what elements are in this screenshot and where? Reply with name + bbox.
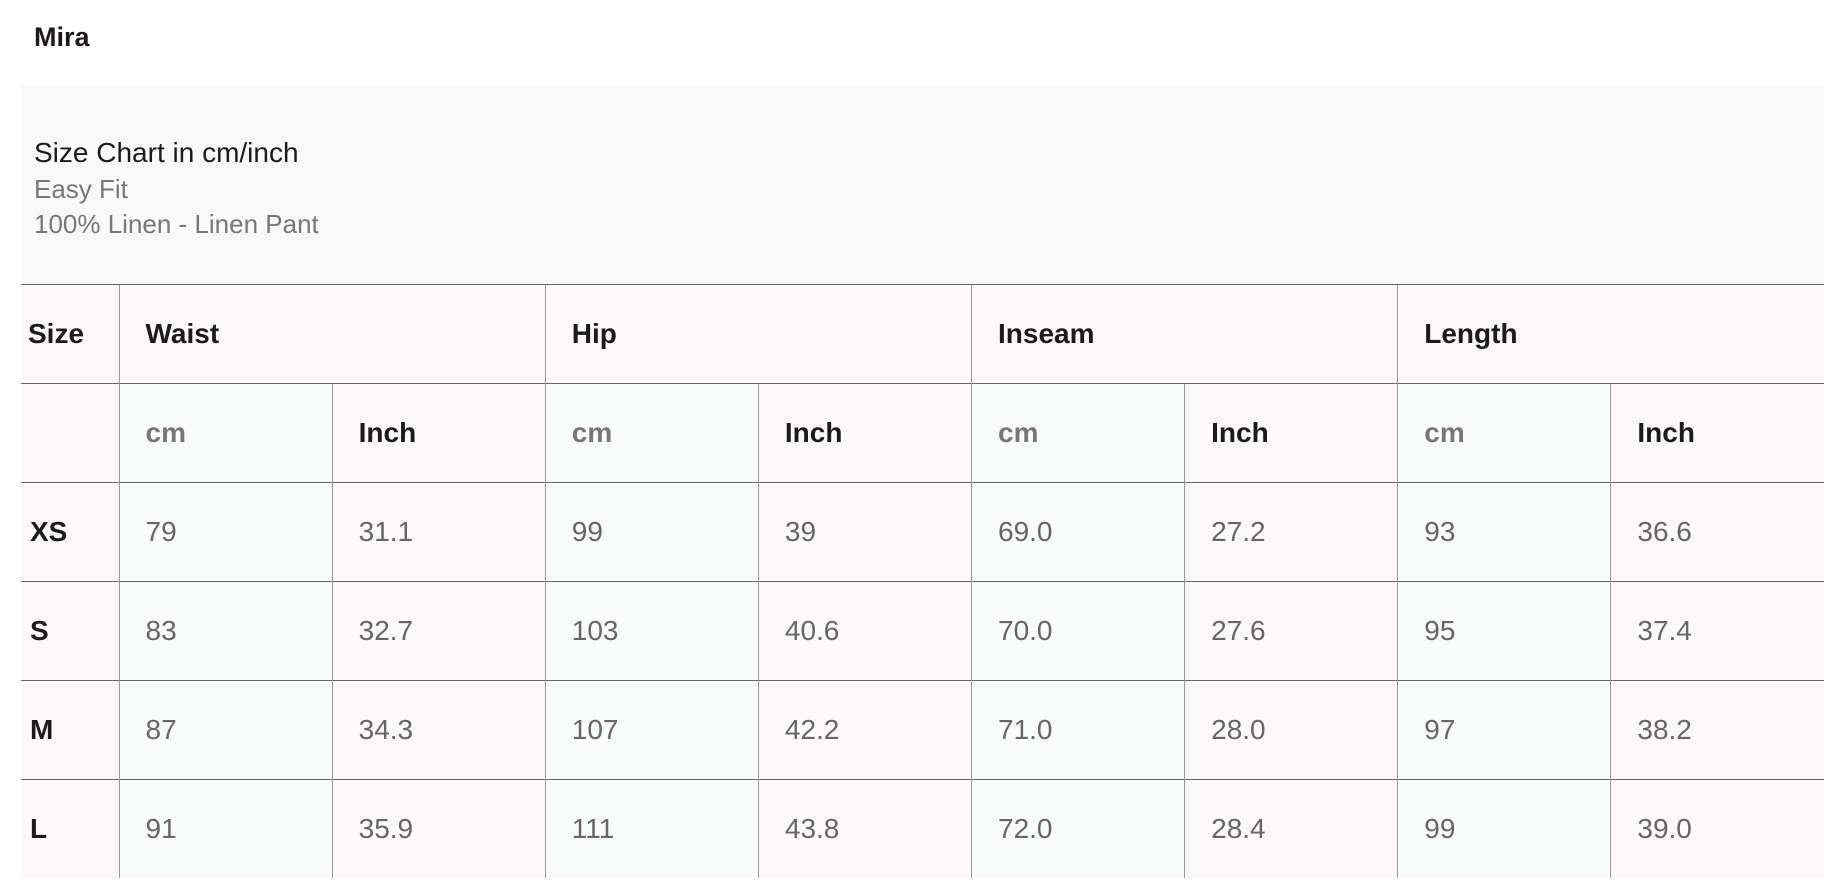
value-cell: 42.2: [757, 680, 972, 780]
value-cell: 69.0: [970, 482, 1185, 582]
value-cell: 31.1: [331, 482, 546, 582]
table-row: M 87 34.3 107 42.2 71.0 28.0 97 38.2: [21, 680, 1824, 780]
value-cell: 71.0: [970, 680, 1185, 780]
value-cell: 91: [118, 779, 333, 878]
size-chart-heading: Size Chart in cm/inch: [34, 137, 299, 168]
size-cell: M: [21, 680, 119, 780]
value-cell: 40.6: [757, 581, 972, 681]
product-title: Mira: [34, 22, 90, 52]
value-cell: 39: [757, 482, 972, 582]
value-cell: 107: [544, 680, 759, 780]
value-cell: 70.0: [970, 581, 1185, 681]
value-cell: 103: [544, 581, 759, 681]
unit-inch: Inch: [757, 383, 972, 483]
value-cell: 87: [118, 680, 333, 780]
value-cell: 28.4: [1184, 779, 1398, 878]
value-cell: 111: [544, 779, 759, 878]
fit-label: Easy Fit: [34, 174, 128, 204]
value-cell: 83: [118, 581, 333, 681]
unit-blank: [21, 383, 119, 483]
size-cell: L: [21, 779, 119, 878]
unit-cm: cm: [118, 383, 333, 483]
table-row: S 83 32.7 103 40.6 70.0 27.6 95 37.4: [21, 581, 1824, 681]
value-cell: 27.6: [1184, 581, 1398, 681]
value-cell: 43.8: [757, 779, 972, 878]
value-cell: 39.0: [1610, 779, 1824, 878]
unit-inch: Inch: [1184, 383, 1398, 483]
size-cell: XS: [21, 482, 119, 582]
table-row: XS 79 31.1 99 39 69.0 27.2 93 36.6: [21, 482, 1824, 582]
value-cell: 28.0: [1184, 680, 1398, 780]
value-cell: 72.0: [970, 779, 1185, 878]
size-cell: S: [21, 581, 119, 681]
value-cell: 97: [1397, 680, 1611, 780]
value-cell: 79: [118, 482, 333, 582]
header-length: Length: [1397, 284, 1824, 384]
header-hip: Hip: [544, 284, 972, 384]
value-cell: 34.3: [331, 680, 546, 780]
unit-cm: cm: [544, 383, 759, 483]
unit-inch: Inch: [1610, 383, 1824, 483]
table-row: L 91 35.9 111 43.8 72.0 28.4 99 39.0: [21, 779, 1824, 878]
value-cell: 27.2: [1184, 482, 1398, 582]
value-cell: 99: [544, 482, 759, 582]
size-chart-table: Size Waist Hip Inseam Length cm Inch cm Inch cm In…: [21, 284, 1824, 878]
header-row: Size Waist Hip Inseam Length: [21, 284, 1824, 384]
material-label: 100% Linen - Linen Pant: [34, 209, 319, 239]
size-chart-info: Size Chart in cm/inch Easy Fit 100% Line…: [21, 85, 1824, 284]
unit-inch: Inch: [331, 383, 546, 483]
value-cell: 37.4: [1610, 581, 1824, 681]
unit-row: cm Inch cm Inch cm Inch cm Inch: [21, 383, 1824, 483]
value-cell: 95: [1397, 581, 1611, 681]
unit-cm: cm: [1397, 383, 1611, 483]
header-waist: Waist: [118, 284, 546, 384]
value-cell: 93: [1397, 482, 1611, 582]
size-header: Size: [21, 284, 119, 384]
value-cell: 38.2: [1610, 680, 1824, 780]
value-cell: 99: [1397, 779, 1611, 878]
unit-cm: cm: [970, 383, 1185, 483]
value-cell: 32.7: [331, 581, 546, 681]
value-cell: 36.6: [1610, 482, 1824, 582]
value-cell: 35.9: [331, 779, 546, 878]
header-inseam: Inseam: [970, 284, 1398, 384]
